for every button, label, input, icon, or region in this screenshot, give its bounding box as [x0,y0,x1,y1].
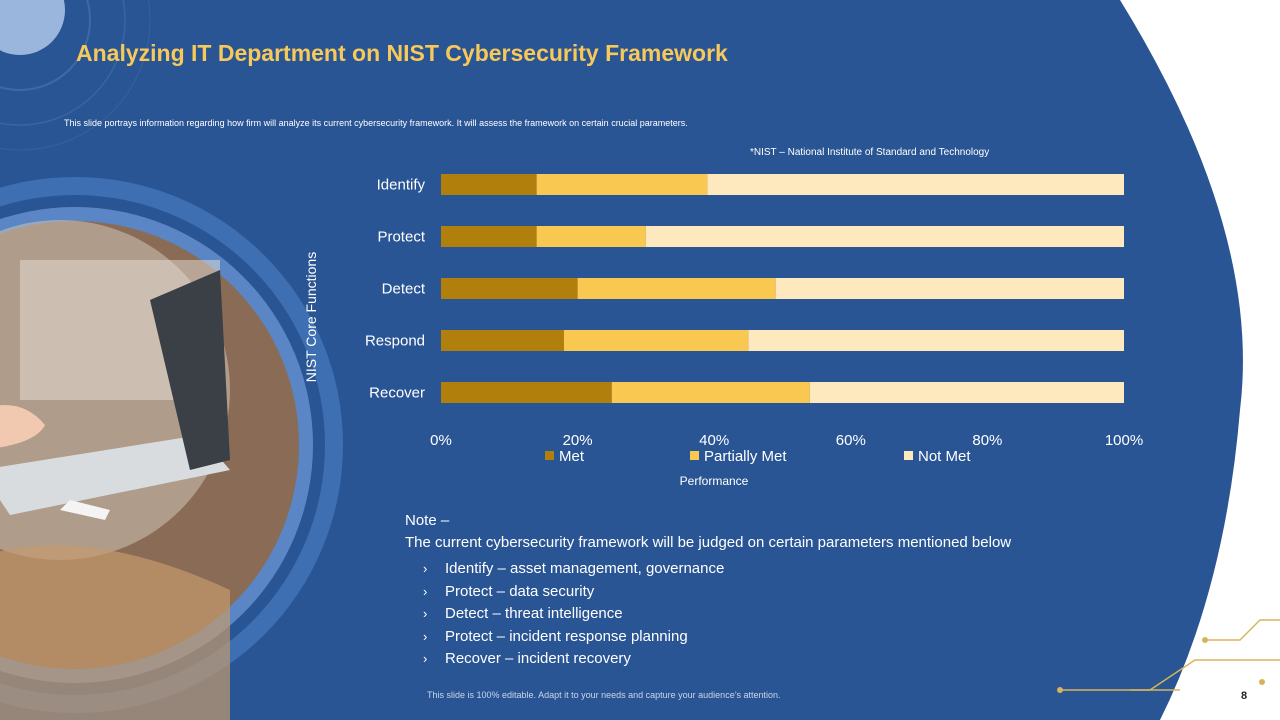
chevron-right-icon: › [423,628,428,644]
x-tick-labels: 0% 20% 40% 60% 80% 100% [430,432,1143,449]
note-bullet-text: Detect – threat intelligence [445,605,623,622]
x-tick-label: 80% [972,432,1002,449]
note-bullet-item: › Protect – data security [423,581,1011,604]
legend-swatch [904,451,913,460]
x-tick-label: 100% [1105,432,1143,449]
bar-respond-met [441,330,564,351]
chart-legend: Met Partially Met Not Met [545,448,971,465]
chevron-right-icon: › [423,561,428,576]
x-tick-label: 0% [430,432,452,449]
page-number: 8 [1241,690,1248,702]
category-labels: Identify Protect Detect Respond Recover [365,177,426,402]
bar-identify-met [441,174,537,195]
legend-swatch [545,451,554,460]
note-bullet-item: › Recover – incident recovery [423,648,1011,671]
bar-identify-not-met [707,174,1124,195]
bar-respond-not-met [748,330,1124,351]
bar-detect-met [441,278,578,299]
bar-protect-met [441,226,537,247]
category-label: Respond [365,333,425,350]
bar-respond-partially-met [563,330,749,351]
y-axis-label: NIST Core Functions [303,252,319,382]
legend-swatch [690,451,699,460]
bar-recover-not-met [809,382,1124,403]
note-bullet-item: › Identify – asset management, governance [423,558,1011,581]
bar-protect-not-met [645,226,1124,247]
chevron-right-icon: › [423,651,428,666]
bar-recover-met [441,382,612,403]
legend-label: Met [559,448,585,465]
note-heading: Note – [405,512,450,529]
x-tick-label: 40% [699,432,729,449]
x-tick-label: 20% [563,432,593,449]
legend-item-met: Met [545,448,585,465]
bar-detect-partially-met [577,278,776,299]
chevron-right-icon: › [423,606,428,621]
note-bullet-text: Protect – data security [445,582,595,600]
bar-detect-not-met [775,278,1124,299]
category-label: Detect [382,281,426,298]
bar-protect-partially-met [536,226,646,247]
note-bullet-text: Recover – incident recovery [445,650,631,667]
note-bullet-item: › Detect – threat intelligence [423,603,1011,626]
note-bullet-item: › Protect – incident response planning [423,626,1011,649]
legend-label: Not Met [918,448,971,465]
slide-subtitle: This slide portrays information regardin… [64,118,688,128]
x-axis-label: Performance [680,474,749,488]
note-text: The current cybersecurity framework will… [405,534,1012,551]
note-bullet-list: › Identify – asset management, governance… [423,558,1011,671]
chevron-right-icon: › [423,583,428,599]
slide-title: Analyzing IT Department on NIST Cybersec… [76,40,728,66]
note-block: Note – The current cybersecurity framewo… [405,510,1011,671]
bar-identify-partially-met [536,174,708,195]
category-label: Protect [377,229,425,246]
note-bullet-text: Identify – asset management, governance [445,560,725,577]
nist-footnote: *NIST – National Institute of Standard a… [750,147,990,158]
bar-recover-partially-met [611,382,810,403]
footer-text: This slide is 100% editable. Adapt it to… [427,690,781,700]
legend-item-partially-met: Partially Met [690,448,787,465]
nist-performance-chart: NIST Core Functions Performance Identify… [303,174,1143,488]
legend-item-not-met: Not Met [904,448,971,465]
legend-label: Partially Met [704,448,787,465]
bar-group [441,174,1124,403]
x-tick-label: 60% [836,432,866,449]
note-bullet-text: Protect – incident response planning [445,627,688,645]
category-label: Recover [369,385,425,402]
category-label: Identify [377,177,426,194]
